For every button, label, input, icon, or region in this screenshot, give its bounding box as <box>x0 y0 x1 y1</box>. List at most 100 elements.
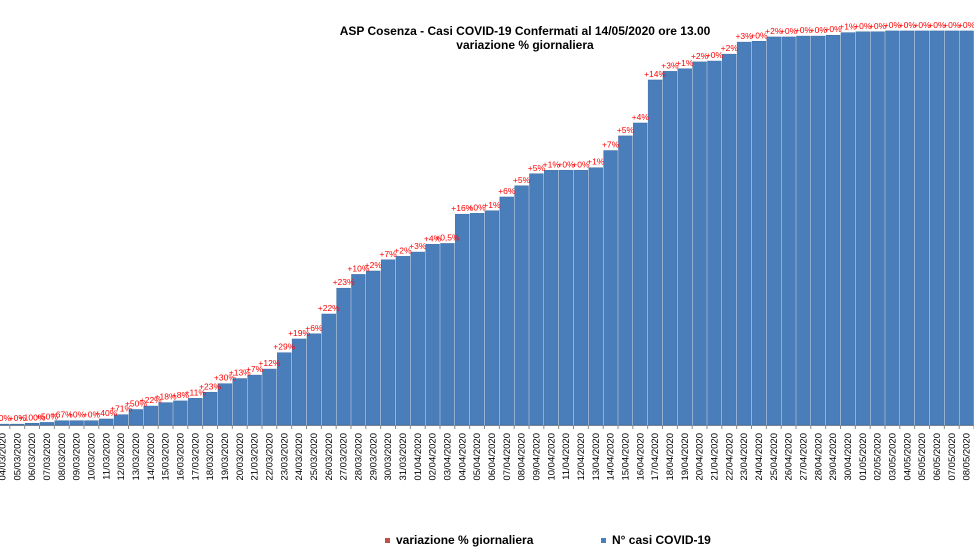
legend-label-variazione: variazione % giornaliera <box>396 533 534 547</box>
bar <box>202 392 218 426</box>
pct-label: +4% <box>424 233 442 243</box>
x-tick-label: 02/04/2020 <box>428 433 439 481</box>
pct-label: +11% <box>185 387 207 397</box>
bar <box>766 36 781 426</box>
x-tick-label: 14/04/2020 <box>606 433 617 481</box>
x-tick-label: 20/04/2020 <box>695 433 706 481</box>
bar <box>0 423 10 426</box>
bar <box>959 30 974 426</box>
bar <box>10 423 25 426</box>
pct-label: +2% <box>365 260 383 270</box>
pct-label: +7% <box>379 249 397 259</box>
bar <box>351 274 366 426</box>
pct-label: +0% <box>854 21 872 31</box>
bar <box>633 122 648 426</box>
pct-label: +0% <box>899 20 917 30</box>
x-tick-label: 10/04/2020 <box>546 433 557 481</box>
bar <box>99 418 114 426</box>
x-tick-label: 01/05/2020 <box>858 433 869 481</box>
pct-label: +1% <box>839 22 857 32</box>
bar <box>751 41 767 426</box>
pct-label: +0% <box>0 413 11 423</box>
pct-label: +10% <box>347 263 369 273</box>
x-tick-label: 30/03/2020 <box>383 433 394 481</box>
x-tick-label: 18/04/2020 <box>665 433 676 481</box>
pct-label: +22% <box>318 303 340 313</box>
bar <box>603 150 618 426</box>
pct-label: +3% <box>409 241 427 251</box>
pct-label: +0% <box>9 413 27 423</box>
bar <box>113 414 129 426</box>
x-tick-label: 03/04/2020 <box>442 433 453 481</box>
pct-label: +7% <box>602 140 620 150</box>
bar <box>558 170 574 426</box>
x-tick-label: 27/04/2020 <box>798 433 809 481</box>
x-tick-label: 03/05/2020 <box>887 433 898 481</box>
x-tick-label: 11/03/2020 <box>101 433 112 480</box>
x-tick-label: 08/03/2020 <box>57 433 68 481</box>
x-tick-label: 06/04/2020 <box>487 433 498 481</box>
bar <box>484 210 500 426</box>
pct-label: +67% <box>51 410 73 420</box>
x-tick-label: 28/04/2020 <box>813 433 824 481</box>
bar <box>811 35 826 426</box>
x-tick-label: 18/03/2020 <box>205 433 216 481</box>
x-tick-label: 31/03/2020 <box>398 433 409 481</box>
pct-label: +29% <box>273 342 295 352</box>
bar <box>944 30 959 426</box>
x-tick-label: 14/03/2020 <box>146 433 157 481</box>
pct-label: +0% <box>750 30 768 40</box>
pct-label: +18% <box>155 392 177 402</box>
x-tick-label: 07/05/2020 <box>947 433 958 481</box>
x-tick-label: 26/03/2020 <box>324 433 335 481</box>
x-tick-label: 11/04/2020 <box>561 433 572 480</box>
pct-label: +0% <box>884 20 902 30</box>
x-tick-label: 17/04/2020 <box>650 433 661 481</box>
bar <box>707 60 722 426</box>
pct-label: +1% <box>676 58 694 68</box>
x-tick-label: 10/03/2020 <box>86 433 97 481</box>
x-tick-label: 25/04/2020 <box>769 433 780 481</box>
pct-label: +0% <box>780 26 798 36</box>
pct-label: +0% <box>958 20 974 30</box>
bar <box>39 422 55 426</box>
bar <box>855 31 870 426</box>
bar <box>336 287 351 426</box>
pct-label: +23% <box>333 277 355 287</box>
x-tick-label: 16/03/2020 <box>175 433 186 481</box>
pct-label: +1% <box>543 159 561 169</box>
bar <box>247 374 262 426</box>
bar <box>929 30 945 426</box>
x-tick-label: 07/04/2020 <box>502 433 513 481</box>
legend-item-variazione: variazione % giornaliera <box>385 533 533 547</box>
pct-label: +0% <box>706 50 724 60</box>
x-tick-label: 05/05/2020 <box>917 433 928 481</box>
pct-label: +22% <box>140 395 162 405</box>
pct-label: +71% <box>110 404 132 414</box>
pct-label: +2% <box>394 245 412 255</box>
bar <box>410 251 425 426</box>
x-tick-label: 25/03/2020 <box>309 433 320 481</box>
bar <box>277 352 292 426</box>
pct-label: +3% <box>735 31 753 41</box>
bar <box>380 259 396 426</box>
x-tick-label: 23/03/2020 <box>279 433 290 481</box>
pct-label: +0% <box>68 410 86 420</box>
pct-label: +0% <box>83 410 101 420</box>
pct-label: +2% <box>765 26 783 36</box>
pct-label: +0% <box>795 25 813 35</box>
pct-label: +3% <box>661 60 679 70</box>
pct-label: +2% <box>721 43 739 53</box>
x-tick-label: 16/04/2020 <box>635 433 646 481</box>
legend-item-casi: N° casi COVID-19 <box>601 533 711 547</box>
x-tick-label: 13/04/2020 <box>591 433 602 481</box>
bar <box>128 409 144 426</box>
bar <box>158 402 173 426</box>
x-tick-label: 19/04/2020 <box>680 433 691 481</box>
pct-label: +0% <box>824 24 842 34</box>
bar <box>722 53 737 426</box>
pct-label: +0% <box>468 202 486 212</box>
bar <box>54 420 69 426</box>
x-tick-label: 27/03/2020 <box>339 433 350 481</box>
bar <box>217 383 233 426</box>
